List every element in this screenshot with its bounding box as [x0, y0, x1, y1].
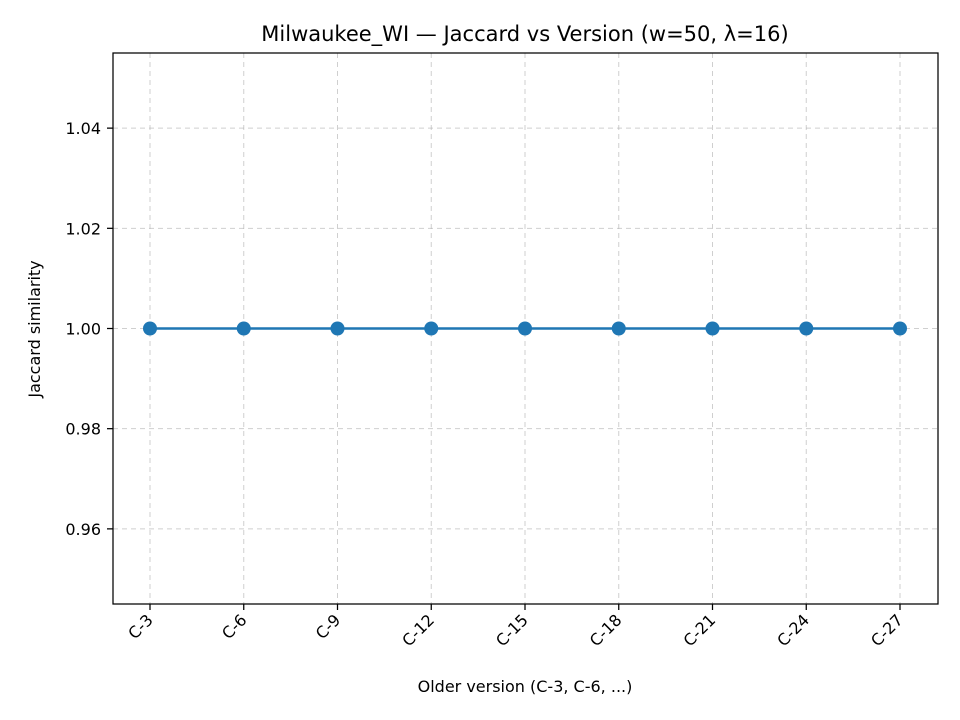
- grid: [113, 53, 938, 604]
- data-point: [799, 321, 814, 336]
- x-tick-label: C-18: [586, 610, 626, 650]
- data-point: [893, 321, 907, 336]
- y-tick-label: 1.00: [65, 320, 101, 339]
- y-tick-label: 1.04: [65, 119, 101, 138]
- x-axis: C-3 C-6 C-9 C-12 C-15 C-18 C-21 C-24 C-27: [124, 604, 907, 650]
- y-tick-label: 1.02: [65, 219, 101, 238]
- x-tick-label: C-3: [124, 610, 157, 643]
- x-tick-label: C-27: [867, 610, 907, 650]
- data-point: [705, 321, 720, 336]
- y-axis: 0.96 0.98 1.00 1.02 1.04: [65, 119, 113, 539]
- data-point: [424, 321, 439, 336]
- x-tick-label: C-12: [398, 610, 438, 650]
- chart-title: Milwaukee_WI — Jaccard vs Version (w=50,…: [261, 22, 788, 47]
- x-tick-label: C-9: [312, 610, 345, 643]
- data-point: [143, 321, 157, 336]
- y-tick-label: 0.96: [65, 520, 101, 539]
- series-layer: [143, 321, 907, 336]
- x-tick-label: C-6: [218, 610, 251, 643]
- x-tick-label: C-24: [773, 610, 813, 650]
- x-tick-label: C-21: [680, 610, 720, 650]
- x-axis-label: Older version (C-3, C-6, ...): [418, 677, 633, 696]
- data-point: [518, 321, 532, 336]
- data-point: [611, 321, 626, 336]
- y-tick-label: 0.98: [65, 420, 101, 439]
- data-point: [236, 321, 251, 336]
- y-axis-label: Jaccard similarity: [25, 260, 44, 398]
- x-tick-label: C-15: [492, 610, 532, 650]
- data-point: [330, 321, 345, 336]
